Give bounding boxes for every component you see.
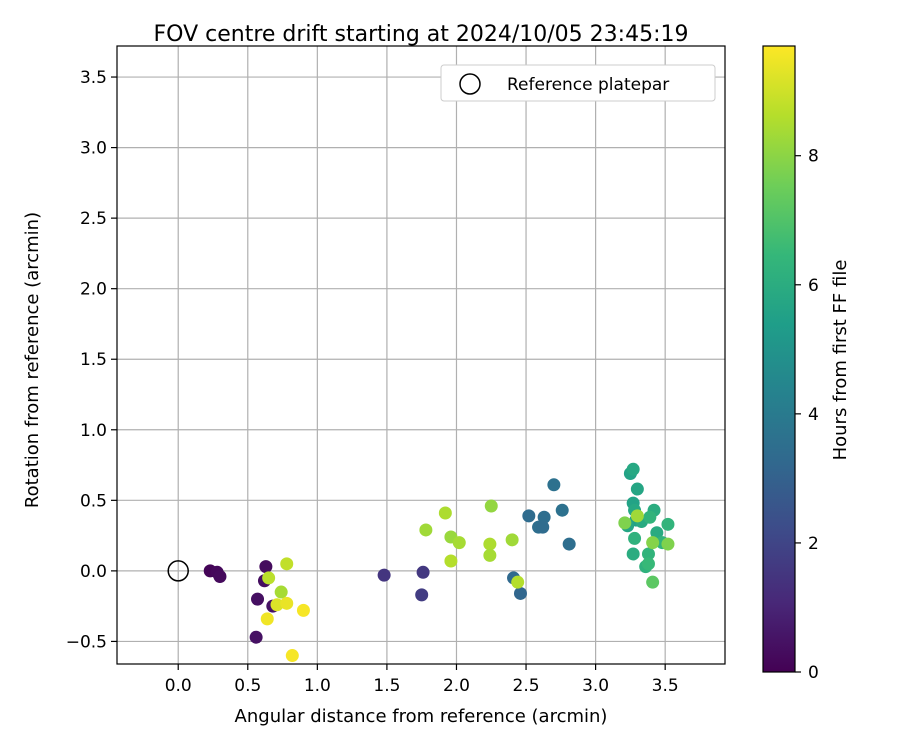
colorbar-tick-label: 4	[808, 405, 819, 425]
scatter-point	[626, 462, 640, 476]
scatter-point	[296, 603, 310, 617]
x-tick-label: 3.5	[652, 676, 679, 696]
x-tick-label: 1.0	[304, 676, 331, 696]
scatter-point	[661, 537, 675, 551]
y-tick-label: 2.0	[80, 280, 107, 300]
scatter-point	[419, 523, 433, 537]
y-axis-ticks: −0.5 0.0 0.5 1.0 1.5 2.0 2.5 3.0 3.5	[66, 68, 117, 652]
scatter-point	[646, 536, 660, 550]
y-tick-label: 1.0	[80, 421, 107, 441]
y-tick-label: 2.5	[80, 209, 107, 229]
chart-title: FOV centre drift starting at 2024/10/05 …	[154, 22, 689, 47]
colorbar-tick-label: 0	[808, 663, 819, 683]
scatter-point	[262, 571, 276, 585]
data-points	[203, 462, 675, 663]
scatter-point	[270, 598, 284, 612]
scatter-point	[646, 575, 660, 589]
x-axis-ticks: 0.0 0.5 1.0 1.5 2.0 2.5 3.0 3.5	[165, 664, 679, 696]
scatter-point	[536, 520, 550, 534]
x-axis-label: Angular distance from reference (arcmin)	[235, 706, 608, 727]
scatter-point	[259, 560, 273, 574]
x-tick-label: 2.0	[443, 676, 470, 696]
x-tick-label: 1.5	[373, 676, 400, 696]
colorbar-ticks: 0 2 4 6 8	[795, 147, 819, 683]
x-tick-label: 0.5	[234, 676, 261, 696]
scatter-point	[285, 649, 299, 663]
y-axis-label: Rotation from reference (arcmin)	[22, 212, 43, 508]
plot-frame	[116, 45, 726, 665]
legend-entry: Reference platepar	[507, 75, 669, 95]
scatter-point	[483, 537, 497, 551]
grid-lines	[117, 46, 725, 664]
scatter-point	[641, 547, 655, 561]
scatter-point	[643, 510, 657, 524]
x-tick-label: 0.0	[165, 676, 192, 696]
legend: Reference platepar	[440, 64, 716, 102]
scatter-point	[650, 526, 664, 540]
scatter-point	[213, 570, 227, 584]
scatter-point	[274, 585, 288, 599]
scatter-point	[562, 537, 576, 551]
scatter-point	[251, 592, 265, 606]
scatter-point	[661, 517, 675, 531]
scatter-point	[444, 554, 458, 568]
colorbar-tick-label: 8	[808, 147, 819, 167]
scatter-point	[641, 557, 655, 571]
scatter-point	[260, 612, 274, 626]
legend-box	[440, 64, 716, 102]
colorbar-label: Hours from first FF file	[830, 260, 851, 461]
scatter-point	[249, 630, 263, 644]
colorbar-tick-label: 6	[808, 276, 819, 296]
legend-marker-icon	[459, 73, 481, 95]
scatter-point	[555, 503, 569, 517]
x-tick-label: 2.5	[513, 676, 540, 696]
scatter-point	[626, 547, 640, 561]
colorbar-gradient	[763, 46, 795, 672]
scatter-point	[513, 586, 527, 600]
scatter-point	[483, 548, 497, 562]
scatter-point	[628, 531, 642, 545]
scatter-point	[484, 499, 498, 513]
scatter-point	[630, 482, 644, 496]
scatter-point	[522, 509, 536, 523]
reference-platepar-marker	[167, 560, 189, 582]
scatter-point	[415, 588, 429, 602]
scatter-point	[618, 516, 632, 530]
y-tick-label: −0.5	[66, 632, 107, 652]
scatter-point	[280, 557, 294, 571]
scatter-point	[438, 506, 452, 520]
colorbar-frame	[762, 45, 796, 673]
y-tick-label: 0.5	[80, 491, 107, 511]
scatter-point	[280, 596, 294, 610]
y-tick-label: 1.5	[80, 350, 107, 370]
colorbar-tick-label: 2	[808, 534, 819, 554]
scatter-point	[416, 565, 430, 579]
colorbar: 0 2 4 6 8 Hours from first FF file	[762, 45, 851, 683]
scatter-point	[537, 510, 551, 524]
scatter-point	[511, 575, 525, 589]
y-tick-label: 0.0	[80, 562, 107, 582]
scatter-point	[505, 533, 519, 547]
scatter-point	[377, 568, 391, 582]
y-tick-label: 3.0	[80, 139, 107, 159]
y-tick-label: 3.5	[80, 68, 107, 88]
scatter-point	[452, 536, 466, 550]
scatter-point	[630, 509, 644, 523]
scatter-point	[547, 478, 561, 492]
x-tick-label: 3.0	[582, 676, 609, 696]
